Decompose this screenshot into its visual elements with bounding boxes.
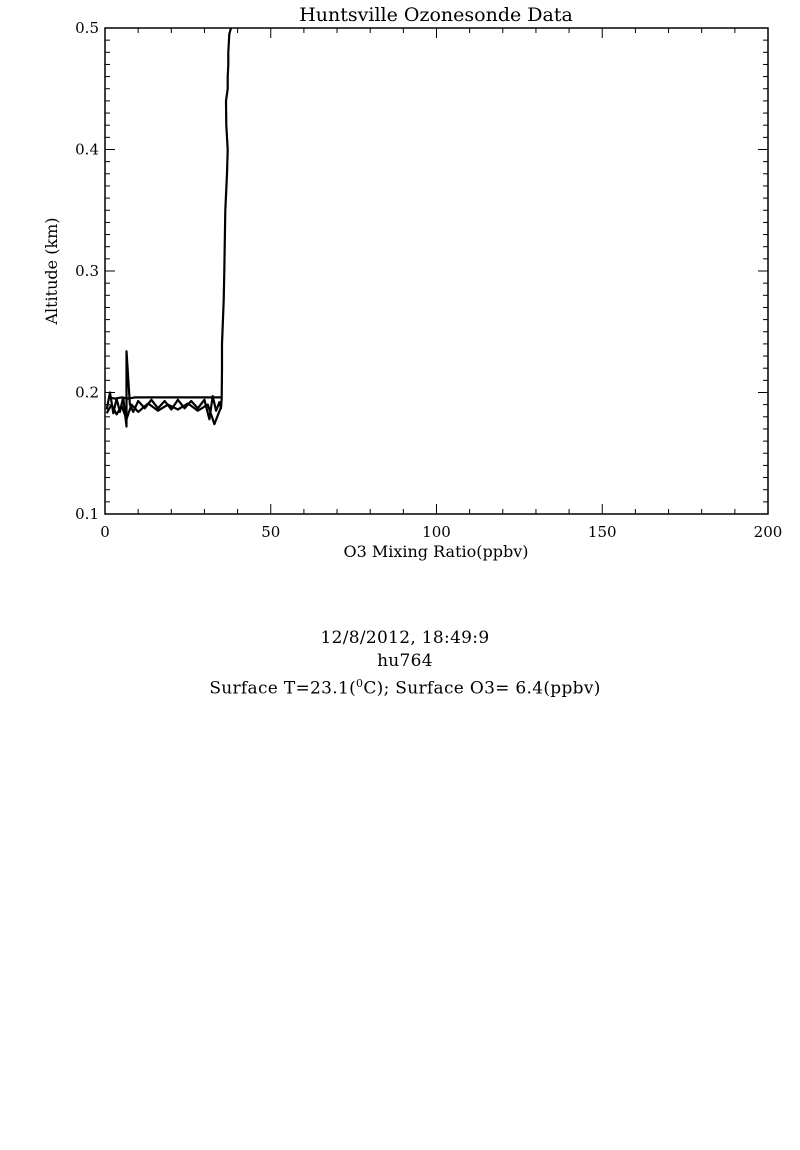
axis-ticks [104,27,769,515]
y-tick-label: 0.5 [75,19,99,37]
y-tick-label: 0.2 [75,384,99,402]
surface-text-prefix: Surface T=23.1( [209,678,357,699]
y-tick-label: 0.1 [75,505,99,523]
data-series [105,27,233,428]
x-tick-label: 150 [588,523,617,541]
axis-tick-labels: 0 50 100 150 200 0.1 0.2 0.3 0.4 0.5 [75,19,782,541]
y-tick-label: 0.3 [75,262,99,280]
series-line-1 [105,27,233,428]
series-line-3 [105,402,223,426]
surface-conditions: Surface T=23.1(0C); Surface O3= 6.4(ppbv… [0,674,800,699]
y-tick-label: 0.4 [75,141,99,159]
surface-text-suffix: C); Surface O3= 6.4(ppbv) [363,678,601,699]
x-tick-label: 100 [422,523,451,541]
x-tick-label: 50 [261,523,280,541]
plot-frame [104,27,769,515]
station-id: hu764 [377,651,433,671]
series-line-2 [108,396,221,400]
x-axis-label: O3 Mixing Ratio(ppbv) [343,542,528,561]
sounding-datetime: 12/8/2012, 18:49:9 [320,628,490,648]
x-tick-label: 200 [754,523,783,541]
y-axis-label: Altitude (km) [42,217,61,325]
chart-title: Huntsville Ozonesonde Data [299,4,573,26]
degree-superscript: 0 [356,677,364,690]
ozonesonde-chart: Huntsville Ozonesonde Data 0 50 100 150 2000… [42,4,782,561]
x-tick-label: 0 [100,523,110,541]
